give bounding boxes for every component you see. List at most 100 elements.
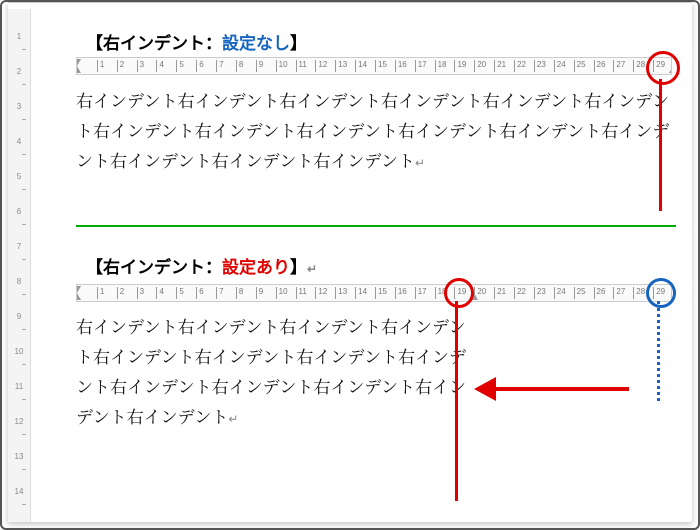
red-vertical-line-1 bbox=[659, 79, 662, 211]
red-arrow-annotation bbox=[474, 377, 629, 401]
hruler-tick: 11 bbox=[296, 60, 307, 72]
hruler-tick: 6 bbox=[196, 287, 203, 299]
section2-text: 右インデント右インデント右インデント右インデント右インデント右インデント右インデ… bbox=[76, 311, 481, 434]
hruler-tick: 26 bbox=[594, 60, 606, 72]
section1-text-content: 右インデント右インデント右インデント右インデント右インデント右インデント右インデ… bbox=[76, 87, 669, 172]
hruler-tick: 7 bbox=[216, 287, 223, 299]
vruler-tick: 11 bbox=[8, 381, 30, 393]
hruler-tick: 5 bbox=[176, 287, 183, 299]
return-icon: ↵ bbox=[307, 262, 317, 276]
vruler-tick: 12 bbox=[8, 416, 30, 428]
vruler-tick: 5 bbox=[8, 171, 30, 183]
hruler-tick: 2 bbox=[117, 287, 124, 299]
hruler-tick: 3 bbox=[137, 287, 144, 299]
section2-heading: 【右インデント：設定あり】↵ bbox=[86, 253, 317, 278]
section1-horizontal-ruler[interactable]: 1234567891011121314151617181920212223242… bbox=[76, 57, 672, 75]
hruler-tick: 2 bbox=[117, 60, 124, 72]
section2-text-content: 右インデント右インデント右インデント右インデント右インデント右インデント右インデ… bbox=[76, 313, 466, 428]
hruler-tick: 12 bbox=[315, 60, 327, 72]
hruler-tick: 28 bbox=[633, 287, 645, 299]
hruler-tick: 10 bbox=[276, 287, 288, 299]
vruler-tick: 8 bbox=[8, 276, 30, 288]
heading1-suffix: 】 bbox=[290, 34, 307, 53]
hruler-tick: 24 bbox=[554, 60, 566, 72]
hruler-tick: 9 bbox=[256, 287, 263, 299]
hruler-tick: 16 bbox=[395, 287, 407, 299]
hruler-tick: 28 bbox=[633, 60, 645, 72]
green-divider bbox=[76, 225, 676, 227]
hruler-tick: 10 bbox=[276, 60, 288, 72]
document-page: 【右インデント：設定なし】 12345678910111213141516171… bbox=[36, 9, 682, 516]
hruler-tick: 16 bbox=[395, 60, 407, 72]
left-indent-marker-icon[interactable] bbox=[76, 59, 81, 66]
screenshot-frame: 1234567891011121314 【右インデント：設定なし】 123456… bbox=[0, 0, 700, 530]
vruler-tick: 9 bbox=[8, 311, 30, 323]
heading1-prefix: 【右インデント： bbox=[86, 34, 222, 53]
hruler-tick: 23 bbox=[534, 60, 546, 72]
section1-text: 右インデント右インデント右インデント右インデント右インデント右インデント右インデ… bbox=[76, 85, 676, 178]
hanging-indent-marker-icon[interactable] bbox=[76, 293, 81, 300]
hanging-indent-marker-icon[interactable] bbox=[76, 66, 81, 73]
hruler-tick: 27 bbox=[613, 287, 625, 299]
left-indent-marker-icon[interactable] bbox=[76, 286, 81, 293]
hruler-tick: 1 bbox=[97, 287, 104, 299]
red-circle-annotation-1 bbox=[646, 51, 680, 85]
heading1-accent: 設定なし bbox=[222, 34, 290, 53]
hruler-tick: 25 bbox=[574, 287, 586, 299]
hruler-tick: 4 bbox=[156, 287, 163, 299]
arrow-shaft bbox=[494, 387, 629, 391]
vruler-tick: 2 bbox=[8, 66, 30, 78]
hruler-tick: 27 bbox=[613, 60, 625, 72]
hruler-tick: 19 bbox=[454, 60, 466, 72]
arrow-head-icon bbox=[474, 377, 496, 401]
hruler-tick: 22 bbox=[514, 287, 526, 299]
hruler-tick: 3 bbox=[137, 60, 144, 72]
hruler-tick: 23 bbox=[534, 287, 546, 299]
hruler-tick: 15 bbox=[375, 287, 387, 299]
hruler-tick: 4 bbox=[156, 60, 163, 72]
heading2-prefix: 【右インデント： bbox=[86, 258, 222, 277]
hruler-tick: 13 bbox=[335, 287, 347, 299]
hruler-tick: 25 bbox=[574, 60, 586, 72]
hruler-tick: 21 bbox=[494, 287, 506, 299]
hruler-tick: 9 bbox=[256, 60, 263, 72]
hruler-tick: 18 bbox=[435, 60, 447, 72]
vertical-ruler: 1234567891011121314 bbox=[8, 9, 31, 522]
vruler-tick: 7 bbox=[8, 241, 30, 253]
hruler-tick: 15 bbox=[375, 60, 387, 72]
hruler-tick: 13 bbox=[335, 60, 347, 72]
document-window: 1234567891011121314 【右インデント：設定なし】 123456… bbox=[8, 2, 692, 522]
heading2-accent: 設定あり bbox=[222, 258, 290, 277]
hruler-tick: 14 bbox=[355, 60, 367, 72]
vruler-tick: 4 bbox=[8, 136, 30, 148]
hruler-tick: 17 bbox=[415, 60, 427, 72]
hruler-tick: 24 bbox=[554, 287, 566, 299]
hruler-tick: 7 bbox=[216, 60, 223, 72]
hruler-tick: 5 bbox=[176, 60, 183, 72]
return-icon: ↵ bbox=[228, 410, 238, 427]
blue-circle-annotation bbox=[646, 278, 676, 308]
section2-horizontal-ruler[interactable]: 1234567891011121314151617181920212223242… bbox=[76, 284, 672, 302]
hruler-tick: 17 bbox=[415, 287, 427, 299]
hruler-tick: 21 bbox=[494, 60, 506, 72]
hruler-tick: 8 bbox=[236, 60, 243, 72]
vruler-tick: 6 bbox=[8, 206, 30, 218]
section1-heading: 【右インデント：設定なし】 bbox=[86, 29, 307, 54]
vruler-tick: 3 bbox=[8, 101, 30, 113]
hruler-tick: 11 bbox=[296, 287, 307, 299]
heading2-suffix: 】 bbox=[290, 258, 307, 277]
red-circle-annotation-2 bbox=[444, 278, 474, 308]
hruler-tick: 22 bbox=[514, 60, 526, 72]
hruler-tick: 14 bbox=[355, 287, 367, 299]
hruler-tick: 6 bbox=[196, 60, 203, 72]
hruler-tick: 12 bbox=[315, 287, 327, 299]
vruler-tick: 13 bbox=[8, 451, 30, 463]
vruler-tick: 1 bbox=[8, 31, 30, 43]
red-vertical-line-2 bbox=[455, 301, 458, 501]
blue-vertical-dotted-line bbox=[657, 301, 660, 401]
vruler-tick: 14 bbox=[8, 486, 30, 498]
vruler-tick: 10 bbox=[8, 346, 30, 358]
hruler-tick: 8 bbox=[236, 287, 243, 299]
return-icon: ↵ bbox=[415, 154, 425, 171]
hruler-tick: 1 bbox=[97, 60, 104, 72]
